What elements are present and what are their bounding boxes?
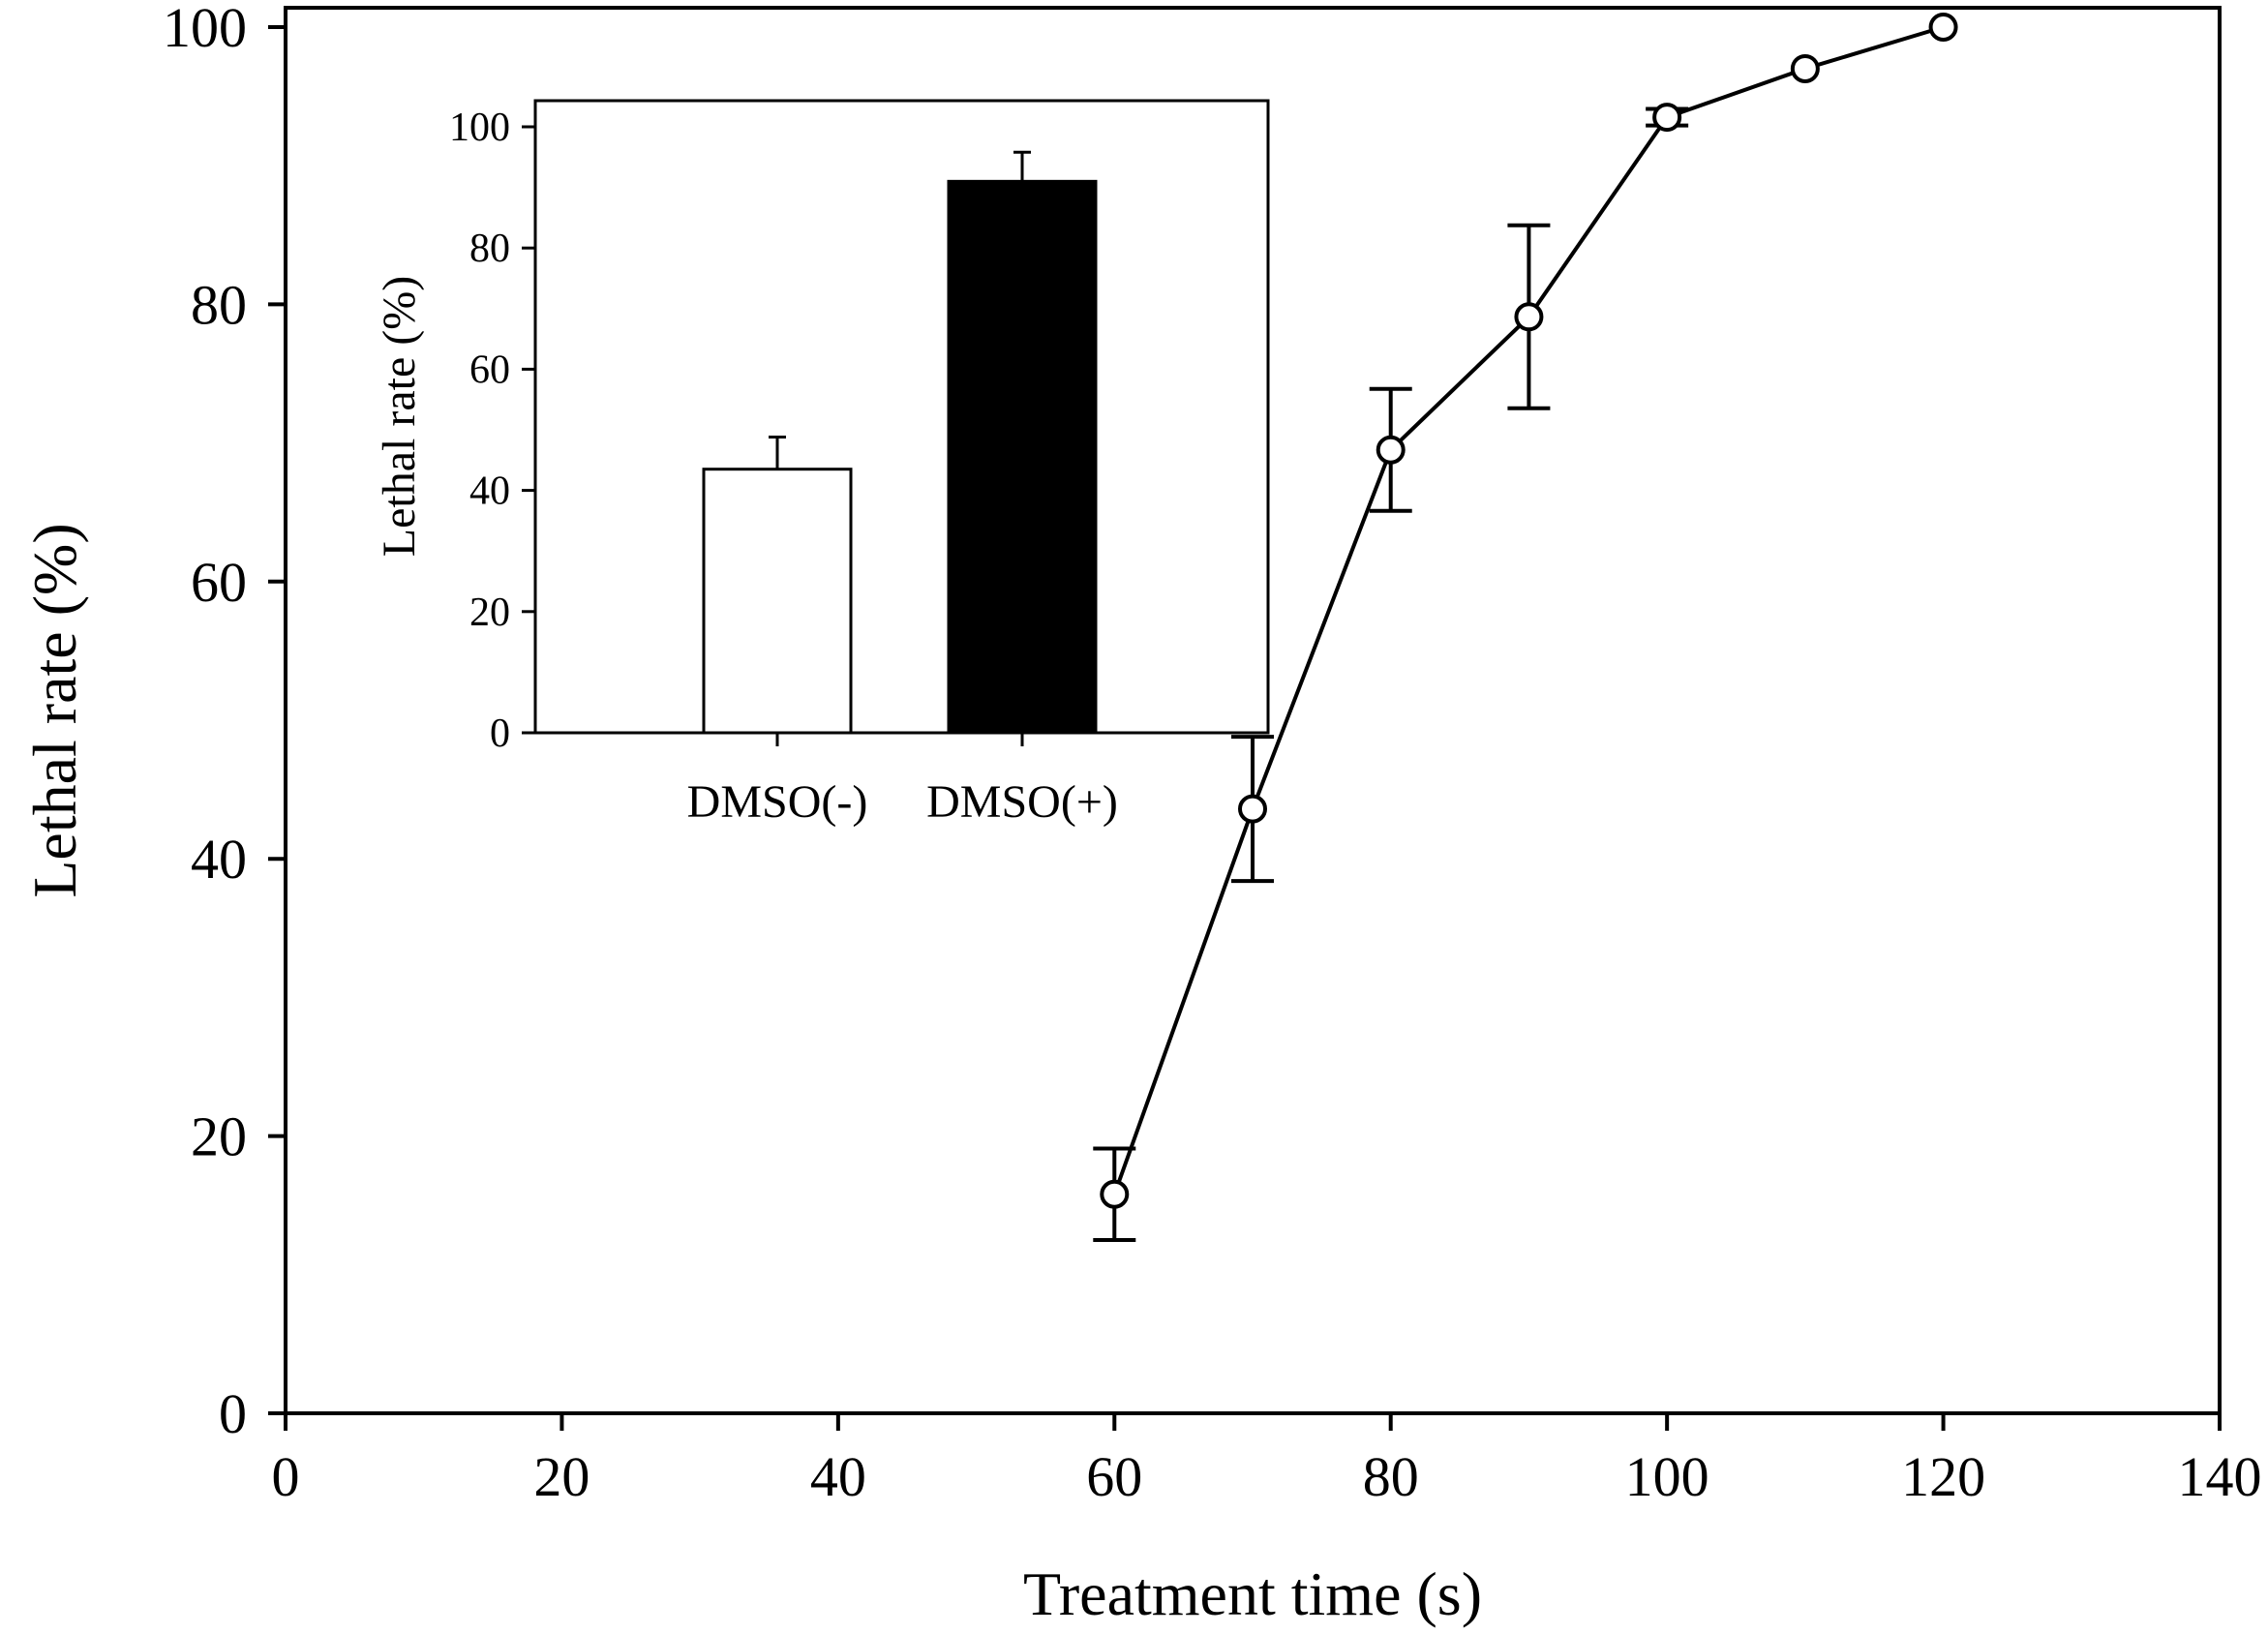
plot-frame: [284, 6, 2222, 1415]
y-axis-title: Lethal rate (%): [20, 523, 89, 897]
inset-y-tick-label: 40: [469, 469, 510, 514]
x-tick-label: 120: [1901, 1445, 1985, 1508]
x-tick-label: 80: [1363, 1445, 1419, 1508]
y-tick-label: 20: [191, 1105, 247, 1168]
y-tick-label: 100: [163, 0, 247, 59]
y-tick-label: 0: [219, 1382, 247, 1445]
data-point: [1652, 103, 1682, 133]
inset-category-label: DMSO(-): [687, 776, 868, 828]
inset-y-tick-label: 80: [469, 227, 510, 271]
x-axis-title: Treatment time (s): [1023, 1559, 1482, 1628]
x-tick-label: 20: [533, 1445, 590, 1508]
inset-category-label: DMSO(+): [926, 776, 1118, 828]
data-point: [1238, 794, 1267, 824]
main-plot: 0 20 40 60 80 100 120 140 0 20 40 60 80 100 Treatment …: [20, 0, 2262, 1628]
bar: [702, 468, 853, 735]
x-tick-label: 100: [1625, 1445, 1709, 1508]
bar: [947, 179, 1098, 735]
inset-y-tick-label: 20: [469, 590, 510, 635]
inset-frame: [533, 99, 1270, 735]
x-tick-label: 140: [2178, 1445, 2262, 1508]
inset-y-axis-title: Lethal rate (%): [374, 276, 425, 557]
inset-y-tick-label: 60: [469, 348, 510, 392]
data-point: [1928, 13, 1958, 42]
y-tick-label: 80: [191, 273, 247, 336]
data-point: [1514, 302, 1544, 332]
x-tick-label: 40: [810, 1445, 866, 1508]
y-tick-label: 60: [191, 551, 247, 614]
data-point: [1376, 435, 1406, 465]
y-tick-label: 40: [191, 828, 247, 891]
data-point: [1790, 53, 1820, 83]
inset-y-tick-label: 0: [490, 711, 510, 756]
x-tick-label: 0: [272, 1445, 300, 1508]
x-tick-label: 60: [1086, 1445, 1142, 1508]
inset-y-tick-label: 100: [449, 106, 510, 150]
inset-plot: 0 20 40 60 80 100 Lethal rate (%) DMSO(-) DMSO(+…: [374, 99, 1270, 828]
data-point: [1100, 1179, 1130, 1209]
